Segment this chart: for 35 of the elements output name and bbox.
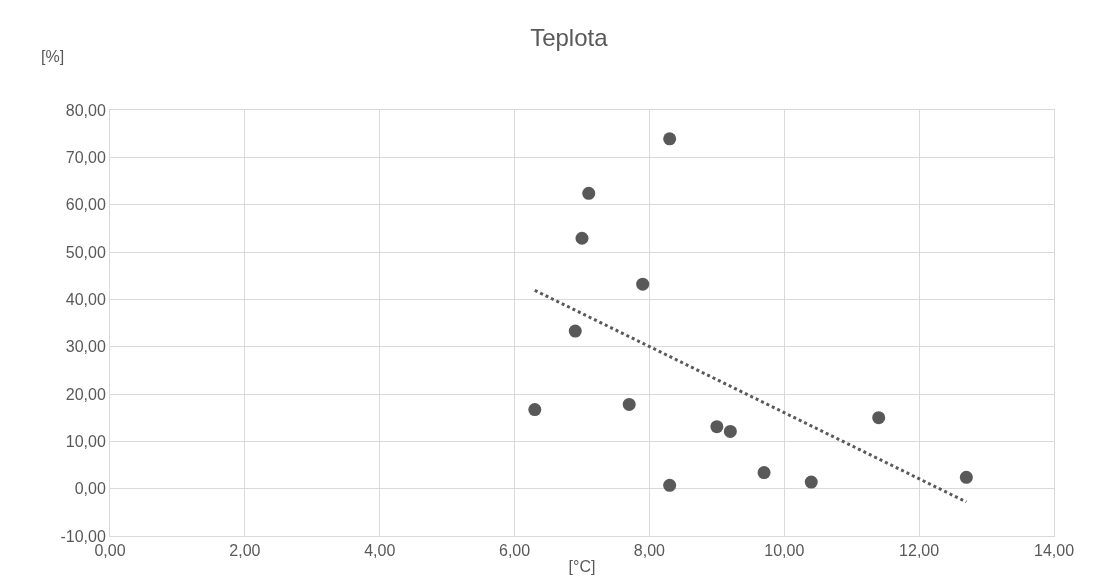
y-tick-label: 70,00 xyxy=(65,148,106,166)
y-tick-label: 30,00 xyxy=(65,338,106,356)
point xyxy=(622,397,636,411)
point xyxy=(582,186,596,200)
y-axis-title: [%] xyxy=(41,48,65,65)
y-tick-label: 80,00 xyxy=(65,101,106,119)
point xyxy=(663,132,677,146)
y-tick-label: 40,00 xyxy=(65,290,106,308)
x-tick-label: 0,00 xyxy=(94,542,126,560)
point xyxy=(872,411,886,425)
y-tick-label: 60,00 xyxy=(65,196,106,214)
point xyxy=(959,470,973,484)
x-tick-label: 10,00 xyxy=(764,542,805,560)
point xyxy=(710,420,724,434)
chart-title: Teplota xyxy=(530,24,609,51)
x-tick-label: 12,00 xyxy=(899,542,940,560)
point xyxy=(663,478,677,492)
point xyxy=(568,324,582,338)
point xyxy=(575,231,589,245)
y-tick-label: 20,00 xyxy=(65,385,106,403)
x-tick-label: 6,00 xyxy=(499,542,531,560)
point xyxy=(636,277,650,291)
point xyxy=(723,424,737,438)
y-tick-label: 50,00 xyxy=(65,243,106,261)
point xyxy=(804,475,818,489)
y-tick-label: 10,00 xyxy=(65,432,106,450)
x-tick-label: 8,00 xyxy=(633,542,666,560)
y-tick-label: 0,00 xyxy=(74,480,106,498)
y-tick-label: -10,00 xyxy=(60,527,106,545)
x-tick-label: 2,00 xyxy=(229,542,261,560)
x-tick-label: 4,00 xyxy=(364,542,396,560)
point xyxy=(528,403,542,417)
x-axis-title: [°C] xyxy=(568,557,596,575)
x-tick-label: 14,00 xyxy=(1033,542,1075,560)
point xyxy=(757,466,771,480)
